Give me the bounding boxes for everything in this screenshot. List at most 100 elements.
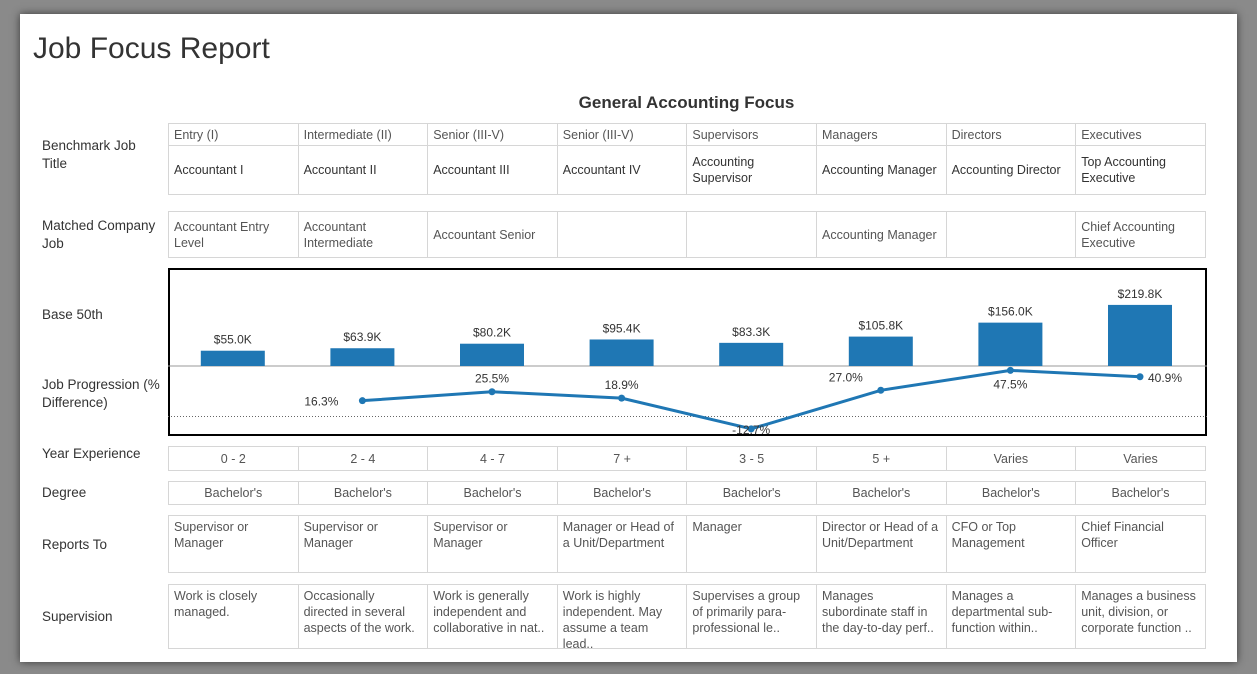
benchmark-title: Accountant I (168, 145, 299, 195)
bar-label: $63.9K (343, 330, 381, 344)
degree: Bachelor's (168, 481, 299, 505)
degree: Bachelor's (945, 481, 1077, 505)
bar (719, 342, 784, 366)
benchmark-title: Accountant IV (556, 145, 688, 195)
benchmark-title: Accountant III (427, 145, 558, 195)
progression-label: 18.9% (605, 378, 639, 392)
degree: Bachelor's (556, 481, 688, 505)
progression-label: -12.7% (732, 423, 770, 436)
bar (460, 343, 524, 366)
degree: Bachelor's (297, 481, 429, 505)
degree: Bachelor's (1075, 481, 1206, 505)
experience: Varies (945, 446, 1077, 471)
level-header: Directors (945, 123, 1077, 146)
supervision: Work is generally independent and collab… (427, 584, 558, 649)
degree: Bachelor's (427, 481, 558, 505)
progression-label: 47.5% (993, 377, 1027, 391)
bar (978, 322, 1043, 366)
chart-frame (168, 268, 1207, 436)
report-subtitle: General Accounting Focus (578, 93, 795, 112)
level-header: Executives (1075, 123, 1206, 146)
reports-to: CFO or Top Management (945, 515, 1077, 573)
experience: 7 + (556, 446, 688, 471)
level-header: Entry (I) (168, 123, 299, 146)
bar-label: $105.8K (858, 319, 903, 333)
level-header: Senior (III-V) (427, 123, 558, 146)
level-header: Senior (III-V) (556, 123, 688, 146)
experience: 3 - 5 (686, 446, 817, 471)
supervision: Occasionally directed in several aspects… (297, 584, 429, 649)
level-header: Managers (816, 123, 947, 146)
row-label: Job Progression (% Difference) (42, 377, 160, 410)
supervision: Manages subordinate staff in the day-to-… (816, 584, 947, 649)
supervision: Manages a departmental sub-function with… (945, 584, 1077, 649)
row-label: Benchmark Job Title (42, 138, 136, 171)
reports-to: Manager (686, 515, 817, 573)
progression-label: 16.3% (304, 395, 338, 409)
progression-label: 40.9% (1148, 371, 1182, 385)
row-label: Matched Company Job (42, 218, 156, 251)
experience: 5 + (816, 446, 947, 471)
reports-to: Manager or Head of a Unit/Department (556, 515, 688, 573)
matched-job: Accounting Manager (816, 211, 947, 258)
experience: 4 - 7 (427, 446, 558, 471)
benchmark-title: Top Accounting Executive (1075, 145, 1206, 195)
report-title: Job Focus Report (33, 32, 270, 65)
progression-point (358, 397, 366, 405)
benchmark-title: Accounting Supervisor (686, 145, 817, 195)
bar-label: $156.0K (988, 305, 1033, 319)
row-label: Base 50th (42, 307, 103, 322)
supervision: Work is closely managed. (168, 584, 299, 649)
progression-label: 27.0% (829, 370, 863, 384)
row-label: Degree (42, 485, 87, 500)
bar-label: $80.2K (473, 326, 511, 340)
matched-job (686, 211, 817, 258)
benchmark-title: Accounting Director (945, 145, 1077, 195)
row-label: Reports To (42, 537, 108, 552)
bar-label: $219.8K (1118, 287, 1163, 301)
matched-job: Accountant Senior (427, 211, 558, 258)
supervision: Supervises a group of primarily para-pro… (686, 584, 817, 649)
progression-point (618, 394, 626, 402)
matched-job (556, 211, 688, 258)
supervision: Manages a business unit, division, or co… (1075, 584, 1206, 649)
benchmark-title: Accounting Manager (816, 145, 947, 195)
benchmark-title: Accountant II (297, 145, 429, 195)
report-card: Job Focus Report General Accounting Focu… (20, 14, 1237, 662)
bar (1108, 304, 1172, 366)
matched-job: Accountant Intermediate (297, 211, 429, 258)
bar (330, 348, 395, 366)
progression-point (877, 386, 885, 394)
reports-to: Supervisor or Manager (168, 515, 299, 573)
row-label: Year Experience (42, 446, 141, 461)
matched-job: Chief Accounting Executive (1075, 211, 1206, 258)
reports-to: Director or Head of a Unit/Department (816, 515, 947, 573)
experience: 0 - 2 (168, 446, 299, 471)
reports-to: Supervisor or Manager (297, 515, 429, 573)
progression-point (1136, 373, 1144, 381)
progression-point (747, 425, 755, 433)
bar-label: $55.0K (214, 333, 252, 347)
supervision: Work is highly independent. May assume a… (556, 584, 688, 649)
matched-job: Accountant Entry Level (168, 211, 299, 258)
progression-label: 25.5% (475, 372, 509, 386)
level-header: Intermediate (II) (297, 123, 429, 146)
level-header: Supervisors (686, 123, 817, 146)
reports-to: Supervisor or Manager (427, 515, 558, 573)
bar (200, 350, 265, 366)
degree: Bachelor's (686, 481, 817, 505)
bar-label: $83.3K (732, 325, 770, 339)
row-label: Supervision (42, 609, 113, 624)
bar (589, 339, 654, 366)
progression-point (1006, 366, 1014, 374)
reports-to: Chief Financial Officer (1075, 515, 1206, 573)
experience: Varies (1075, 446, 1206, 471)
experience: 2 - 4 (297, 446, 429, 471)
bar (848, 336, 913, 366)
bar-label: $95.4K (603, 321, 641, 335)
degree: Bachelor's (816, 481, 947, 505)
progression-point (488, 388, 496, 396)
matched-job (945, 211, 1077, 258)
chart: $55.0K $63.9K $80.2K $95.4K $83.3K $105.8K $15… (168, 268, 1207, 436)
